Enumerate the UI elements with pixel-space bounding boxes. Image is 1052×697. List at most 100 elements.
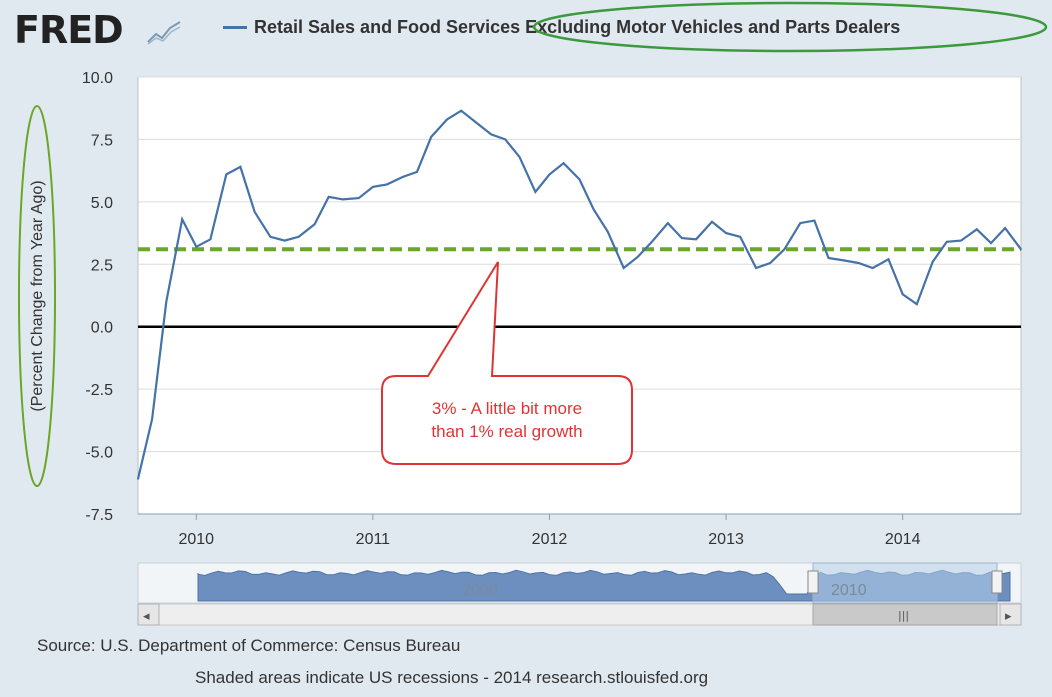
y-axis-ticks: 10.0 7.5 5.0 2.5 0.0 -2.5 -5.0 -7.5 xyxy=(82,70,113,524)
data-point xyxy=(562,162,565,164)
data-point xyxy=(342,198,344,201)
data-point xyxy=(695,238,697,241)
x-tick-label: 2013 xyxy=(708,531,744,548)
data-point xyxy=(225,173,228,176)
data-point xyxy=(548,173,551,176)
y-tick-label: 5.0 xyxy=(91,195,113,212)
scroll-left-button[interactable] xyxy=(137,603,160,626)
data-point xyxy=(990,242,992,244)
data-point xyxy=(137,478,139,480)
data-point xyxy=(901,293,904,296)
y-tick-label: 0.0 xyxy=(91,320,113,337)
data-point xyxy=(887,258,890,261)
data-point xyxy=(755,267,757,269)
data-point xyxy=(372,186,374,188)
data-point xyxy=(446,118,448,121)
data-point xyxy=(313,223,316,226)
data-point xyxy=(739,236,742,238)
x-tick-label: 2011 xyxy=(356,531,391,548)
data-point xyxy=(357,197,360,199)
legend-label[interactable]: Retail Sales and Food Services Excluding… xyxy=(254,17,901,37)
scroll-right-icon: ▸ xyxy=(1005,609,1012,624)
data-point xyxy=(843,259,846,262)
data-point xyxy=(504,138,507,141)
data-point xyxy=(518,156,521,158)
data-point xyxy=(297,236,300,238)
callout-line-1: 3% - A little bit more xyxy=(431,399,583,418)
data-point xyxy=(151,418,153,420)
navigator-label-2010: 2010 xyxy=(831,582,867,599)
data-point xyxy=(622,267,625,269)
data-point xyxy=(386,183,388,186)
data-point xyxy=(239,166,242,168)
y-axis-label: (Percent Change from Year Ago) xyxy=(29,180,46,411)
scrollbar-thumb-grip: ||| xyxy=(898,609,909,622)
y-tick-label: -5.0 xyxy=(85,445,113,462)
data-point xyxy=(711,221,713,223)
y-tick-label: 10.0 xyxy=(82,70,113,87)
data-point xyxy=(460,109,462,112)
data-point xyxy=(402,176,404,178)
data-point xyxy=(1020,248,1022,251)
data-point xyxy=(871,267,874,269)
scrollbar-thumb[interactable] xyxy=(812,603,998,626)
data-point xyxy=(769,262,772,264)
scroll-right-button[interactable] xyxy=(999,603,1022,626)
data-point xyxy=(283,239,286,242)
data-point xyxy=(783,248,786,251)
legend-series-swatch xyxy=(223,26,247,29)
data-point xyxy=(327,196,330,198)
x-tick-label: 2014 xyxy=(885,531,921,548)
data-point xyxy=(1004,227,1006,229)
y-label-highlight xyxy=(18,105,56,487)
navigator-selection[interactable] xyxy=(812,562,998,604)
data-point xyxy=(725,232,727,234)
y-tick-label: 2.5 xyxy=(91,257,113,274)
data-point xyxy=(651,241,653,243)
recession-note[interactable]: Shaded areas indicate US recessions - 20… xyxy=(195,668,709,687)
scroll-left-icon: ◂ xyxy=(143,609,150,624)
data-point xyxy=(799,222,802,224)
trend-icon xyxy=(146,18,182,46)
data-point xyxy=(946,241,948,243)
data-point xyxy=(827,257,830,259)
data-point xyxy=(857,262,860,264)
x-tick-label: 2010 xyxy=(178,531,214,548)
series-points xyxy=(137,109,1022,480)
data-point xyxy=(592,208,595,211)
data-point xyxy=(606,231,609,233)
data-point xyxy=(195,246,198,248)
source-note: Source: U.S. Department of Commerce: Cen… xyxy=(37,636,461,655)
data-point xyxy=(209,238,212,241)
data-point xyxy=(416,171,418,173)
data-point xyxy=(931,260,934,263)
data-point xyxy=(490,133,493,136)
data-point xyxy=(667,222,669,224)
data-point xyxy=(976,228,978,231)
callout-line-2: than 1% real growth xyxy=(431,422,583,441)
data-point xyxy=(181,218,183,221)
data-point xyxy=(578,178,581,181)
callout-bubble xyxy=(381,261,633,465)
data-point xyxy=(681,237,683,239)
y-tick-label: -2.5 xyxy=(85,382,113,399)
data-point xyxy=(253,211,256,213)
navigator-left-handle[interactable] xyxy=(807,570,819,594)
fred-logo: FRED xyxy=(14,8,124,52)
callout-text: 3% - A little bit more than 1% real grow… xyxy=(382,376,632,464)
data-point xyxy=(813,219,816,222)
data-point xyxy=(534,191,537,193)
y-tick-label: 7.5 xyxy=(91,132,113,149)
x-axis-ticks: 2010 2011 2012 2013 2014 xyxy=(178,514,921,548)
y-tick-label: -7.5 xyxy=(85,507,113,524)
navigator-label-2000: 2000 xyxy=(462,582,498,599)
x-tick-label: 2012 xyxy=(532,531,568,548)
data-point xyxy=(636,255,639,258)
data-point xyxy=(269,236,272,238)
data-point xyxy=(430,136,432,138)
data-point xyxy=(474,121,477,123)
legend-highlight xyxy=(532,1,1048,53)
data-point xyxy=(916,303,918,306)
navigator-right-handle[interactable] xyxy=(991,570,1003,594)
